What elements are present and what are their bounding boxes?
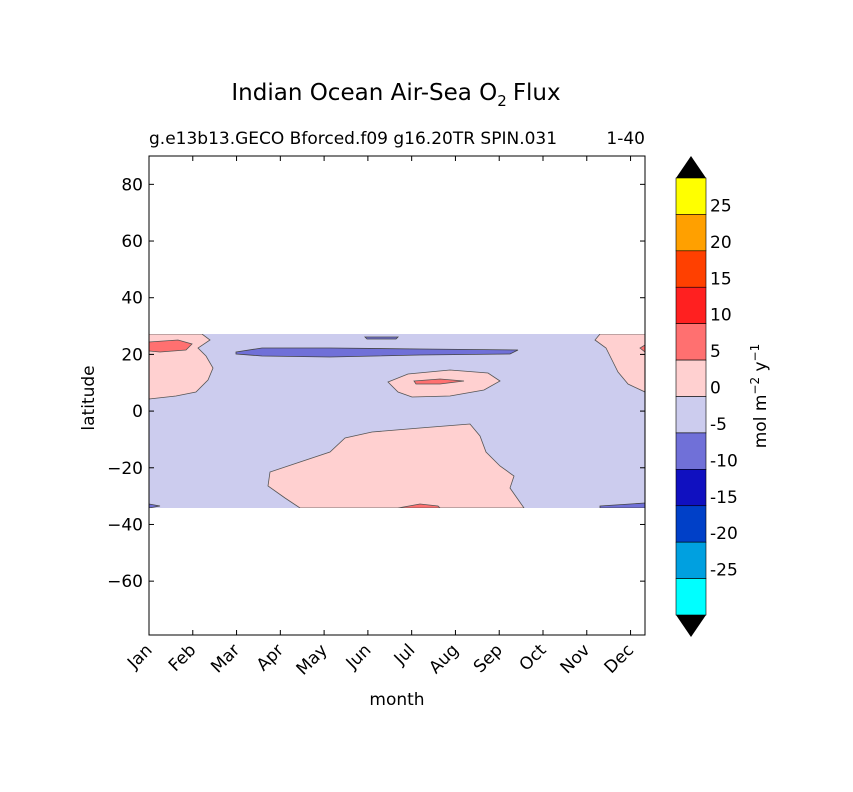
- y-tick-label: −20: [107, 459, 143, 479]
- colorbar-extend-top: [676, 156, 706, 178]
- colorbar-tick-label: 25: [710, 196, 732, 216]
- y-tick-label: −60: [107, 572, 143, 592]
- colorbar-segment: [675, 396, 707, 434]
- region-positive: [267, 423, 525, 508]
- y-tick-label: 60: [121, 232, 143, 252]
- plot-area: 80 60 40 20 0 −20 −40 −60 Jan Feb Mar Apr May Jun Jul…: [107, 155, 646, 679]
- region-negative: [599, 502, 645, 508]
- colorbar-tick-label: 20: [710, 233, 732, 253]
- colorbar-segment: [675, 359, 707, 397]
- x-tick-label: Nov: [557, 640, 595, 678]
- region-negative: [235, 347, 519, 358]
- colorbar-tick-label: 5: [710, 342, 721, 362]
- x-tick-label: Feb: [165, 640, 200, 675]
- x-tick-label: Jun: [342, 640, 376, 674]
- x-axis-label: month: [369, 690, 424, 710]
- y-tick-label: 20: [121, 345, 143, 365]
- chart-subtitle-left: g.e13b13.GECO Bforced.f09 g16.20TR SPIN.…: [149, 129, 557, 149]
- x-tick-label: Jan: [123, 640, 156, 673]
- colorbar-extend-bottom: [676, 615, 706, 637]
- colorbar-segment: [675, 541, 707, 579]
- colorbar-tick-label: 0: [710, 379, 721, 399]
- x-tick-label: Aug: [425, 640, 463, 678]
- x-tick-label: Apr: [253, 640, 288, 675]
- plot-frame: [148, 155, 646, 636]
- y-axis: 80 60 40 20 0 −20 −40 −60: [107, 175, 645, 592]
- colorbar-segment: [675, 578, 707, 616]
- y-tick-label: 0: [132, 402, 143, 422]
- colorbar: 25 20 15 10 5 0 -5 -10 -15 -20 -25: [675, 156, 738, 637]
- colorbar-segment: [675, 177, 707, 215]
- colorbar-tick-label: -20: [710, 524, 738, 544]
- y-axis-label: latitude: [79, 365, 99, 430]
- colorbar-segment: [675, 286, 707, 324]
- y-tick-label: 40: [121, 289, 143, 309]
- x-tick-label: Mar: [207, 640, 244, 677]
- x-tick-label: May: [293, 640, 332, 679]
- colorbar-segment: [675, 432, 707, 470]
- chart-subtitle-right: 1-40: [606, 129, 645, 149]
- region-negative: [364, 336, 399, 340]
- colorbar-segment: [675, 250, 707, 288]
- x-tick-label: Oct: [516, 640, 551, 675]
- chart-title: Indian Ocean Air-Sea O2 Flux: [231, 80, 560, 110]
- x-tick-label: Jul: [390, 640, 419, 669]
- colorbar-segment: [675, 214, 707, 252]
- colorbar-tick-label: -15: [710, 488, 738, 508]
- x-tick-label: Dec: [601, 640, 638, 677]
- region-positive-strong: [639, 344, 645, 353]
- colorbar-segment: [675, 505, 707, 543]
- region-positive-strong: [149, 339, 193, 353]
- region-positive-strong: [413, 378, 465, 385]
- region-negative: [149, 503, 161, 508]
- region-positive-strong: [397, 503, 441, 508]
- colorbar-segment: [675, 469, 707, 507]
- colorbar-tick-label: 15: [710, 269, 732, 289]
- colorbar-segment: [675, 323, 707, 361]
- colorbar-tick-label: -5: [710, 415, 727, 435]
- region-positive: [594, 334, 645, 393]
- colorbar-tick-label: 10: [710, 306, 732, 326]
- colorbar-tick-label: -10: [710, 451, 738, 471]
- colorbar-label: mol m−2 y−1: [748, 344, 771, 449]
- colorbar-tick-label: -25: [710, 561, 738, 581]
- y-tick-label: −40: [107, 515, 143, 535]
- y-tick-label: 80: [121, 175, 143, 195]
- x-tick-label: Sep: [470, 640, 507, 677]
